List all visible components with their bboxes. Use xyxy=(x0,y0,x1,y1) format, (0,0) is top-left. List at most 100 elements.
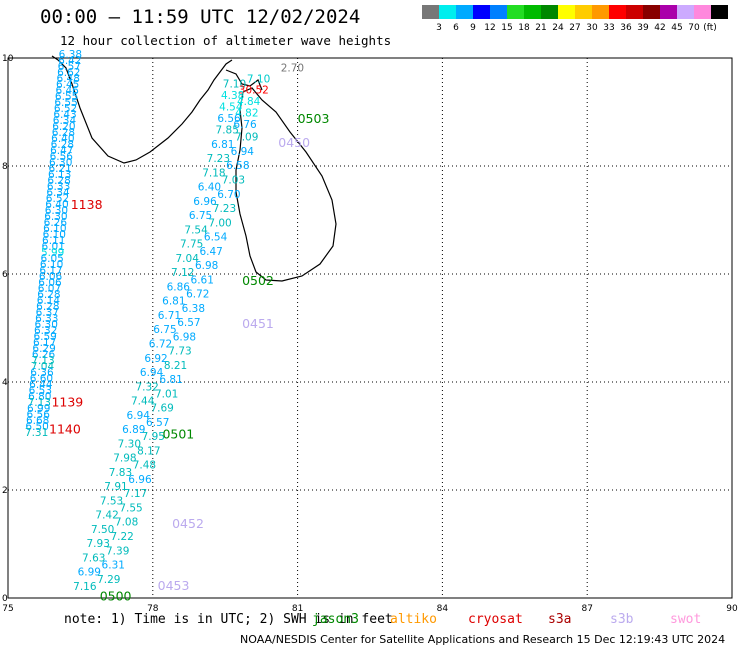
wave-height-value: 7.23 xyxy=(207,153,230,165)
wave-height-value: 7.31 xyxy=(25,427,48,439)
legend-swatch xyxy=(422,5,439,19)
coastline xyxy=(51,55,337,282)
y-tick-label: 2 xyxy=(2,486,8,496)
wave-height-value: 6.28 xyxy=(37,289,60,301)
wave-height-value: 6.94 xyxy=(140,367,164,379)
footnote: note: 1) Time is in UTC; 2) SWH is in fe… xyxy=(64,612,393,627)
wave-height-value: 6.29 xyxy=(32,343,55,355)
wave-height-value: 4.54 xyxy=(219,102,243,114)
wave-height-value: 7.23 xyxy=(213,203,236,215)
wave-height-value: 6.36 xyxy=(30,367,54,379)
wave-height-value: 7.75 xyxy=(180,239,203,251)
wave-height-value: 6.59 xyxy=(33,331,56,343)
wave-height-value: 6.46 xyxy=(55,85,79,97)
wave-height-value: 6.96 xyxy=(193,196,217,208)
axis-labels: 75 78 81 84 87 90 0 2 4 6 8 10 xyxy=(2,54,738,614)
legend-swatch xyxy=(490,5,507,19)
wave-height-value: 6.86 xyxy=(167,281,191,293)
wave-height-value: 6.10 xyxy=(43,229,66,241)
wave-height-value: 4.82 xyxy=(235,107,258,119)
pass-time-label: 0452 xyxy=(172,516,204,531)
wave-height-value: 6.96 xyxy=(128,474,152,486)
legend-label: 15 xyxy=(501,23,513,33)
wave-height-value: 6.70 xyxy=(217,189,240,201)
legend-swatch xyxy=(456,5,473,19)
wave-height-value: 6.34 xyxy=(53,115,77,127)
wave-height-value: 6.81 xyxy=(159,374,182,386)
wave-height-value: 6.48 xyxy=(57,73,80,85)
wave-height-value: 6.89 xyxy=(122,424,145,436)
satellite-cryosat: cryosat xyxy=(468,612,523,627)
wave-height-value: 6.17 xyxy=(39,265,62,277)
wave-height-value: 6.07 xyxy=(38,283,61,295)
pass-time-label: 0453 xyxy=(158,578,190,593)
wave-height-value: 6.20 xyxy=(52,121,75,133)
wave-height-value: 6.57 xyxy=(58,61,81,73)
wave-height-value: 7.17 xyxy=(124,488,147,500)
wave-height-value: 6.30 xyxy=(49,157,72,169)
wave-height-value: 6.92 xyxy=(144,353,167,365)
wave-height-value: 7.22 xyxy=(110,531,133,543)
wave-height-value: 6.52 xyxy=(54,103,77,115)
wave-height-value: 6.31 xyxy=(102,560,125,572)
wave-height-value: 6.60 xyxy=(30,373,53,385)
pass-time-label: 0450 xyxy=(278,135,310,150)
wave-height-value: 6.26 xyxy=(32,349,56,361)
pass-time-label: 0500 xyxy=(100,589,132,604)
legend-label: 18 xyxy=(518,23,530,33)
wave-height-value: 7.53 xyxy=(100,495,123,507)
wave-height-value: 6.56 xyxy=(27,409,51,421)
grid-lines xyxy=(7,57,733,599)
wave-height-value: 7.10 xyxy=(223,79,246,91)
wave-height-value: 6.62 xyxy=(57,67,80,79)
wave-height-value: 7.44 xyxy=(131,396,155,408)
wave-height-value: 6.13 xyxy=(48,169,71,181)
wave-height-value: 6.28 xyxy=(51,139,74,151)
wave-height-value: 6.81 xyxy=(211,139,234,151)
wave-height-value: 6.37 xyxy=(36,307,59,319)
wave-height-value: 6.98 xyxy=(173,331,196,343)
wave-height-value: 6.57 xyxy=(177,317,200,329)
wave-height-value: 7.00 xyxy=(208,217,231,229)
wave-height-value: 6.33 xyxy=(35,313,58,325)
legend-swatch xyxy=(711,5,728,19)
wave-height-value: 6.53 xyxy=(29,385,52,397)
wave-height-value: 7.93 xyxy=(87,538,110,550)
wave-height-value: 30.52 xyxy=(239,84,269,96)
wave-height-value: 7.95 xyxy=(142,431,165,443)
pass-time-label: 1138 xyxy=(71,197,103,212)
wave-height-value: 6.55 xyxy=(54,97,77,109)
wave-height-value: 6.10 xyxy=(40,259,63,271)
wave-height-value: 6.10 xyxy=(43,223,66,235)
map-title: 00:00 – 11:59 UTC 12/02/2024 xyxy=(40,6,361,28)
legend-swatch xyxy=(541,5,558,19)
wave-height-value: 8.21 xyxy=(164,360,187,372)
x-tick-label: 84 xyxy=(437,604,449,614)
legend-label: 45 xyxy=(671,23,683,33)
wave-height-value: 7.04 xyxy=(176,253,200,265)
legend-label: 36 xyxy=(620,23,632,33)
legend-swatch xyxy=(626,5,643,19)
wave-height-value: 7.16 xyxy=(73,581,97,593)
legend-label: 30 xyxy=(586,23,598,33)
legend-swatch xyxy=(660,5,677,19)
wave-height-value: 6.71 xyxy=(158,310,181,322)
wave-height-value: 6.50 xyxy=(25,421,48,433)
wave-height-value: 6.21 xyxy=(48,163,71,175)
wave-height-value: 7.50 xyxy=(91,524,114,536)
legend-swatch xyxy=(643,5,660,19)
wave-height-value: 6.26 xyxy=(44,217,68,229)
credit-line: NOAA/NESDIS Center for Satellite Applica… xyxy=(240,633,726,646)
legend-swatch xyxy=(524,5,541,19)
wave-height-value: 6.34 xyxy=(46,187,70,199)
wave-height-value: 6.01 xyxy=(42,241,65,253)
wave-height-value: 6.56 xyxy=(217,113,241,125)
wave-height-value: 4.38 xyxy=(221,90,244,102)
wave-height-value: 7.63 xyxy=(82,552,105,564)
wave-height-value: 7.12 xyxy=(171,267,194,279)
wave-height-value: 7.42 xyxy=(95,510,118,522)
y-tick-label: 6 xyxy=(2,270,8,280)
wave-height-value: 6.55 xyxy=(55,91,78,103)
wave-height-value: 7.83 xyxy=(109,467,132,479)
